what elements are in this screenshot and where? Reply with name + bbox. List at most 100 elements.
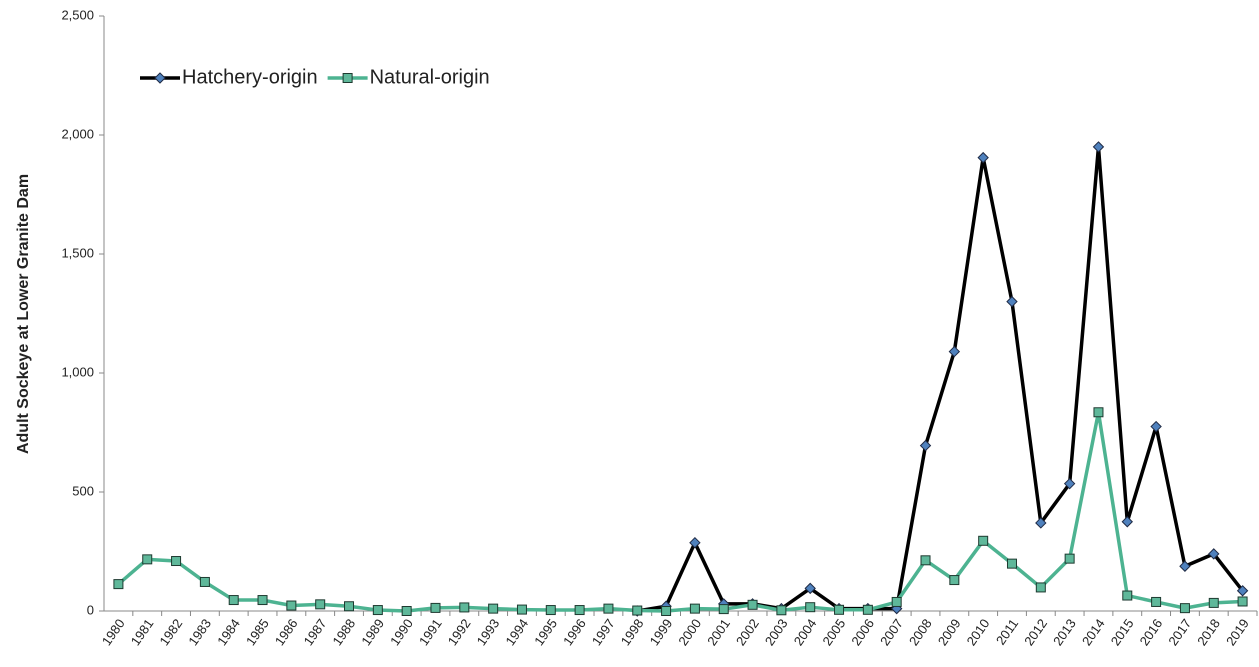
series-line <box>117 410 1243 613</box>
point-marker <box>603 603 614 614</box>
point-marker <box>747 599 758 610</box>
point-marker <box>257 595 268 606</box>
x-tick-label: 1991 <box>416 616 445 648</box>
point-marker <box>862 604 873 615</box>
x-tick-label: 2006 <box>848 616 877 648</box>
x-tick-label: 2013 <box>1050 616 1079 648</box>
point-marker <box>718 604 729 615</box>
series-line <box>636 145 1244 613</box>
x-tick-label: 1986 <box>272 616 301 648</box>
point-marker <box>919 439 932 452</box>
point-marker <box>142 554 153 565</box>
x-tick-label: 1996 <box>560 616 589 648</box>
y-axis-label: Adult Sockeye at Lower Granite Dam <box>15 174 32 454</box>
point-marker <box>1151 596 1162 607</box>
point-marker <box>948 345 961 358</box>
x-tick-label: 2001 <box>704 616 733 648</box>
point-marker <box>286 600 297 611</box>
point-marker <box>661 606 672 616</box>
point-marker <box>488 603 499 614</box>
x-tick-label: 2011 <box>993 616 1021 648</box>
point-marker <box>1208 597 1219 608</box>
x-tick-label: 1999 <box>646 616 675 648</box>
x-tick-label: 2018 <box>1194 616 1223 648</box>
point-marker <box>834 604 845 615</box>
x-tick-label: 2012 <box>1021 616 1050 648</box>
x-tick-label: 1997 <box>589 616 618 648</box>
x-tick-label: 1989 <box>358 616 387 648</box>
x-tick-label: 2017 <box>1165 616 1194 648</box>
point-marker <box>1006 558 1017 569</box>
point-marker <box>401 606 412 616</box>
x-tick-label: 1992 <box>445 616 474 648</box>
point-marker <box>342 73 353 83</box>
x-tick-label: 1982 <box>156 616 185 648</box>
point-marker <box>1208 548 1220 560</box>
x-tick-label: 1987 <box>301 616 330 648</box>
y-tick-label: 2,000 <box>61 126 94 141</box>
point-marker <box>689 603 700 614</box>
x-tick-label: 1981 <box>128 616 157 648</box>
y-tick-label: 0 <box>87 602 94 617</box>
point-marker <box>1179 560 1191 572</box>
x-tick-label: 1985 <box>243 616 272 648</box>
point-marker <box>516 604 527 615</box>
x-tick-label: 2010 <box>964 616 993 648</box>
x-tick-label: 2000 <box>675 616 704 648</box>
x-tick-label: 2008 <box>906 616 935 648</box>
x-tick-label: 2005 <box>819 616 848 648</box>
point-marker <box>315 599 326 610</box>
point-marker <box>372 605 383 616</box>
point-marker <box>805 602 816 613</box>
point-marker <box>1122 590 1133 601</box>
x-tick-label: 1988 <box>329 616 358 648</box>
point-marker <box>430 602 441 613</box>
point-marker <box>1179 603 1190 614</box>
point-marker <box>1236 585 1249 597</box>
x-tick-label: 1993 <box>474 616 503 648</box>
x-tick-label: 1990 <box>387 616 416 648</box>
point-marker <box>1121 516 1133 528</box>
x-tick-label: 1998 <box>618 616 647 648</box>
point-marker <box>920 555 931 566</box>
y-tick-label: 1,500 <box>61 245 94 260</box>
x-tick-label: 2007 <box>877 616 906 648</box>
y-tick-label: 2,500 <box>61 7 94 22</box>
x-tick-label: 1983 <box>185 616 214 648</box>
x-tick-label: 2019 <box>1223 616 1252 648</box>
point-marker <box>978 535 989 546</box>
point-marker <box>776 605 787 616</box>
point-marker <box>1063 477 1076 490</box>
x-tick-label: 1984 <box>214 616 243 648</box>
x-tick-label: 2009 <box>935 616 964 648</box>
point-marker <box>574 605 585 616</box>
point-marker <box>977 151 989 164</box>
point-marker <box>154 72 166 84</box>
legend-label: Hatchery-origin <box>182 66 318 88</box>
point-marker <box>1064 553 1075 564</box>
point-marker <box>1035 517 1047 529</box>
point-marker <box>632 605 643 616</box>
y-tick-label: 1,000 <box>61 364 94 379</box>
point-marker <box>1092 141 1105 153</box>
x-tick-label: 2016 <box>1137 616 1166 648</box>
x-tick-label: 2015 <box>1108 616 1137 648</box>
point-marker <box>113 579 124 590</box>
point-marker <box>1006 295 1018 308</box>
x-tick-label: 2003 <box>762 616 791 648</box>
point-marker <box>804 582 816 595</box>
point-marker <box>228 595 239 606</box>
point-marker <box>1150 420 1162 433</box>
x-tick-label: 1995 <box>531 616 560 648</box>
x-tick-label: 1980 <box>99 616 128 648</box>
point-marker <box>1093 407 1104 418</box>
point-marker <box>545 605 556 616</box>
x-tick-label: 2002 <box>733 616 762 648</box>
point-marker <box>459 602 470 613</box>
point-marker <box>949 575 960 586</box>
point-marker <box>344 601 355 612</box>
point-marker <box>1237 596 1248 607</box>
point-marker <box>689 536 701 549</box>
point-marker <box>1035 582 1046 593</box>
